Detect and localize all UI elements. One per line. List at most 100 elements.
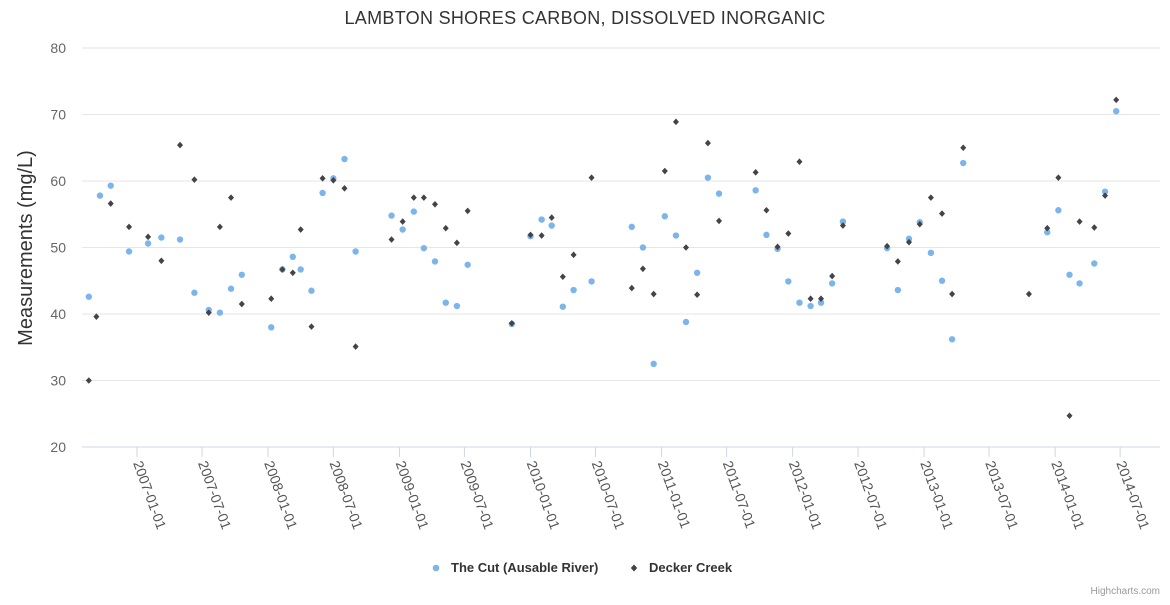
data-point[interactable] xyxy=(107,182,114,189)
data-point[interactable] xyxy=(158,257,165,265)
data-point[interactable] xyxy=(1076,218,1083,225)
data-point[interactable] xyxy=(176,236,184,243)
data-point[interactable] xyxy=(1066,271,1073,278)
data-point[interactable] xyxy=(628,223,635,231)
data-point[interactable] xyxy=(431,258,439,265)
data-point[interactable] xyxy=(227,285,235,292)
data-point[interactable] xyxy=(453,239,460,247)
data-point[interactable] xyxy=(1113,96,1120,104)
data-point[interactable] xyxy=(752,187,759,194)
data-point[interactable] xyxy=(752,169,759,176)
data-point[interactable] xyxy=(399,218,406,225)
data-point[interactable] xyxy=(238,271,245,278)
data-point[interactable] xyxy=(527,231,534,239)
data-point[interactable] xyxy=(464,261,471,268)
data-point[interactable] xyxy=(144,240,152,247)
data-point[interactable] xyxy=(125,248,133,255)
data-point[interactable] xyxy=(650,360,657,368)
data-point[interactable] xyxy=(548,214,555,221)
data-point[interactable] xyxy=(399,226,406,233)
data-point[interactable] xyxy=(774,243,781,251)
data-point[interactable] xyxy=(279,266,286,273)
data-point[interactable] xyxy=(588,174,595,181)
data-point[interactable] xyxy=(1112,107,1120,115)
data-point[interactable] xyxy=(308,323,315,330)
data-point[interactable] xyxy=(85,377,92,384)
data-point[interactable] xyxy=(453,302,461,310)
data-point[interactable] xyxy=(289,253,296,261)
data-point[interactable] xyxy=(927,194,934,201)
credits-link[interactable]: Highcharts.com xyxy=(1091,586,1160,597)
data-point[interactable] xyxy=(297,266,304,273)
data-point[interactable] xyxy=(191,289,198,296)
data-point[interactable] xyxy=(319,189,326,197)
data-point[interactable] xyxy=(716,217,723,225)
data-point[interactable] xyxy=(216,309,224,316)
data-point[interactable] xyxy=(191,176,198,183)
data-point[interactable] xyxy=(807,302,814,310)
legend-item[interactable]: The Cut (Ausable River) xyxy=(432,560,599,575)
data-point[interactable] xyxy=(1101,188,1109,195)
data-point[interactable] xyxy=(693,269,701,276)
data-point[interactable] xyxy=(1055,207,1062,214)
data-point[interactable] xyxy=(1066,412,1073,420)
data-point[interactable] xyxy=(177,141,184,149)
data-point[interactable] xyxy=(894,286,902,294)
data-point[interactable] xyxy=(796,299,803,306)
data-point[interactable] xyxy=(828,280,836,287)
data-point[interactable] xyxy=(715,190,723,197)
data-point[interactable] xyxy=(352,343,359,350)
data-point[interactable] xyxy=(650,290,657,298)
data-point[interactable] xyxy=(431,200,438,208)
data-point[interactable] xyxy=(228,194,235,201)
data-point[interactable] xyxy=(297,226,304,233)
data-point[interactable] xyxy=(639,244,647,251)
data-point[interactable] xyxy=(682,244,689,251)
data-point[interactable] xyxy=(682,318,690,326)
data-point[interactable] xyxy=(817,299,825,306)
data-point[interactable] xyxy=(145,233,152,241)
data-point[interactable] xyxy=(785,230,792,237)
data-point[interactable] xyxy=(538,216,545,223)
data-point[interactable] xyxy=(330,177,337,184)
data-point[interactable] xyxy=(289,269,296,277)
data-point[interactable] xyxy=(1025,290,1032,298)
data-point[interactable] xyxy=(672,118,679,126)
data-point[interactable] xyxy=(829,272,836,280)
data-point[interactable] xyxy=(1044,224,1051,232)
data-point[interactable] xyxy=(839,218,847,225)
data-point[interactable] xyxy=(341,155,348,163)
data-point[interactable] xyxy=(126,223,133,231)
data-point[interactable] xyxy=(796,158,803,166)
data-point[interactable] xyxy=(570,251,577,259)
data-point[interactable] xyxy=(1055,174,1062,181)
data-point[interactable] xyxy=(570,286,577,294)
data-point[interactable] xyxy=(839,222,846,229)
data-point[interactable] xyxy=(559,273,566,281)
data-point[interactable] xyxy=(96,192,104,199)
legend[interactable]: The Cut (Ausable River) Decker Creek xyxy=(432,560,733,575)
data-point[interactable] xyxy=(420,244,428,252)
data-point[interactable] xyxy=(238,300,245,308)
data-point[interactable] xyxy=(960,144,967,152)
data-point[interactable] xyxy=(763,206,770,214)
data-point[interactable] xyxy=(442,299,449,306)
data-point[interactable] xyxy=(905,238,912,246)
data-point[interactable] xyxy=(905,235,913,243)
data-point[interactable] xyxy=(672,232,680,239)
data-point[interactable] xyxy=(352,248,359,255)
data-point[interactable] xyxy=(661,213,669,220)
data-point[interactable] xyxy=(916,220,923,228)
data-point[interactable] xyxy=(628,284,635,292)
data-point[interactable] xyxy=(341,185,348,192)
data-point[interactable] xyxy=(1091,260,1098,267)
data-point[interactable] xyxy=(1076,280,1083,287)
data-point[interactable] xyxy=(388,212,395,219)
data-point[interactable] xyxy=(420,194,427,201)
data-point[interactable] xyxy=(388,236,395,243)
data-point[interactable] xyxy=(158,234,165,241)
data-point[interactable] xyxy=(508,320,515,327)
data-point[interactable] xyxy=(442,224,449,232)
data-point[interactable] xyxy=(548,222,555,229)
data-point[interactable] xyxy=(588,278,595,285)
